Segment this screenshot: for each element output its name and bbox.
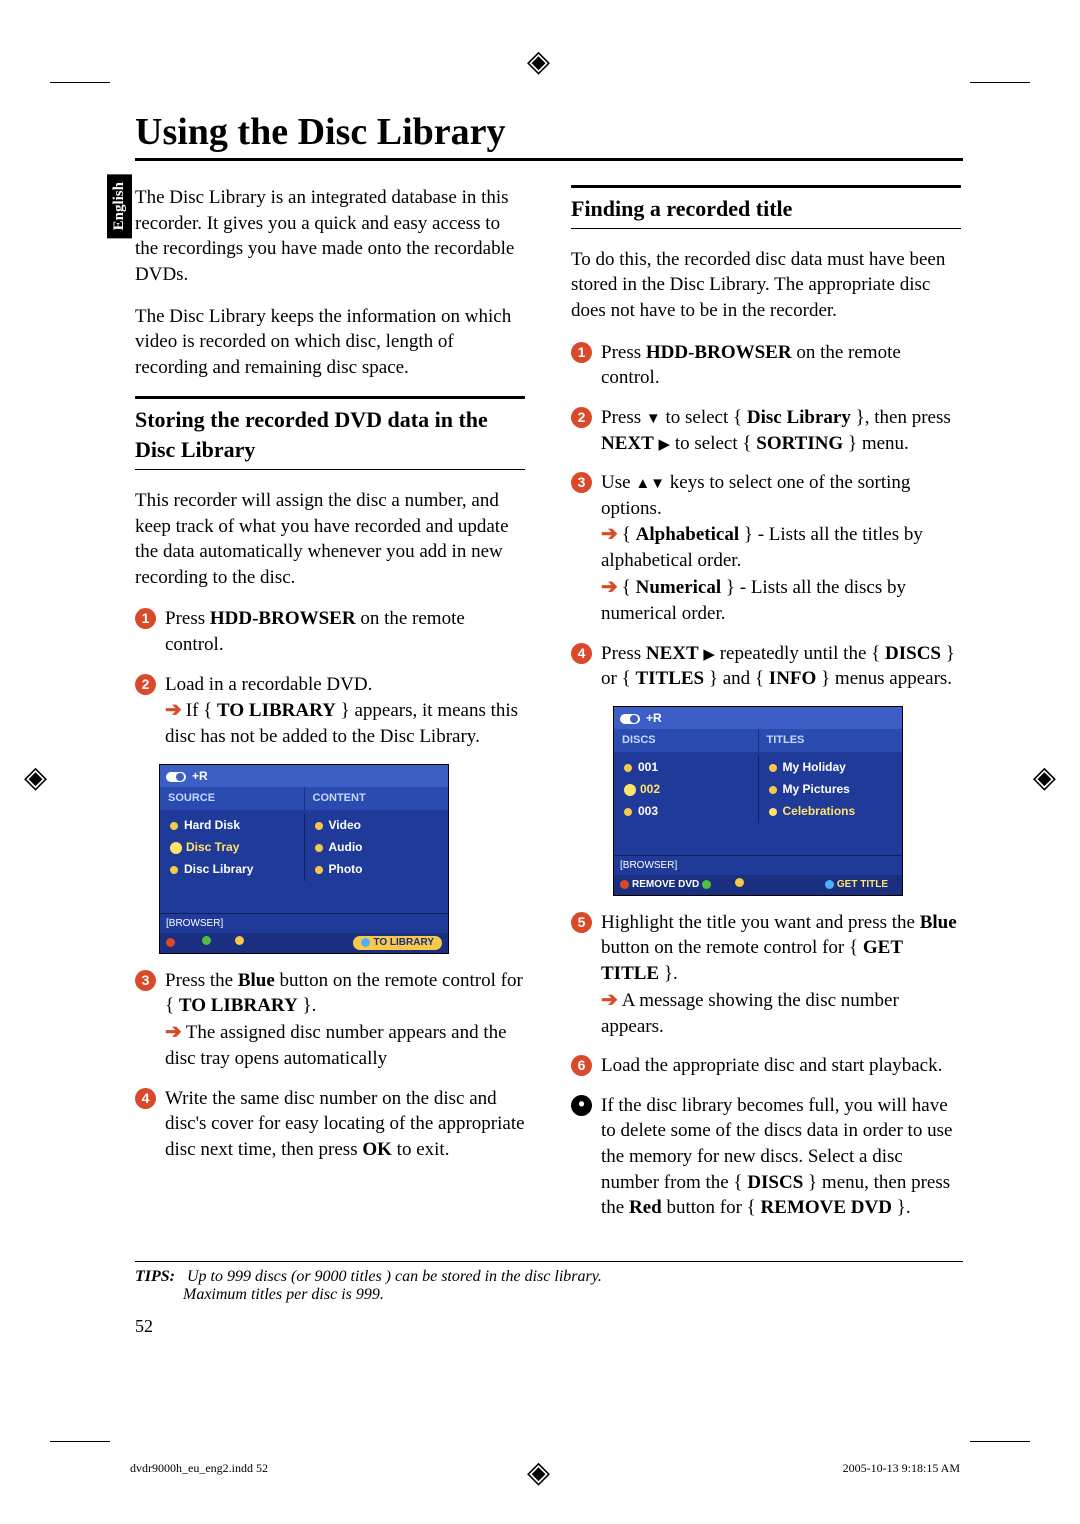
intro-para: The Disc Library keeps the information o… <box>135 304 525 381</box>
register-mark-icon: ◈ <box>527 44 550 79</box>
list-item: Disc Tray <box>160 836 304 858</box>
disc-icon <box>166 772 186 782</box>
footer-label: [BROWSER] <box>160 913 448 934</box>
list-item: My Pictures <box>759 778 903 800</box>
section-heading: Storing the recorded DVD data in the Dis… <box>135 396 525 469</box>
step-number-icon: 2 <box>135 674 156 695</box>
register-mark-icon: ◈ <box>24 760 47 795</box>
step-5: 5 Highlight the title you want and press… <box>571 910 961 1040</box>
body-para: This recorder will assign the disc a num… <box>135 488 525 591</box>
body-para: To do this, the recorded disc data must … <box>571 247 961 324</box>
footer-label: [BROWSER] <box>614 855 902 876</box>
crop-line <box>970 1441 1030 1442</box>
step-number-icon: 2 <box>571 407 592 428</box>
get-title-button: GET TITLE <box>817 878 896 892</box>
list-item: 003 <box>614 800 758 822</box>
step-2: 2 Press ▼ to select { Disc Library }, th… <box>571 405 961 456</box>
step-6: 6 Load the appropriate disc and start pl… <box>571 1053 961 1079</box>
step-2: 2 Load in a recordable DVD. If { TO LIBR… <box>135 672 525 750</box>
result-arrow: The assigned disc number appears and the… <box>165 1019 525 1072</box>
list-item: 001 <box>614 756 758 778</box>
result-arrow: If { TO LIBRARY } appears, it means this… <box>165 697 525 750</box>
intro-para: The Disc Library is an integrated databa… <box>135 185 525 288</box>
bullet-icon: • <box>571 1095 592 1116</box>
step-3: 3 Press the Blue button on the remote co… <box>135 968 525 1072</box>
print-file: dvdr9000h_eu_eng2.indd 52 <box>130 1461 268 1476</box>
step-number-icon: 1 <box>571 342 592 363</box>
step-number-icon: 1 <box>135 608 156 629</box>
step-4: 4 Press NEXT ▶ repeatedly until the { DI… <box>571 641 961 692</box>
col-header: TITLES <box>759 729 903 752</box>
col-header: CONTENT <box>305 787 449 810</box>
col-header: DISCS <box>614 729 759 752</box>
register-mark-icon: ◈ <box>1033 760 1056 795</box>
remove-dvd-button: REMOVE DVD <box>620 878 711 892</box>
page-number: 52 <box>135 1316 1005 1337</box>
column-right: Finding a recorded title To do this, the… <box>571 185 961 1235</box>
result-arrow: { Numerical } - Lists all the discs by n… <box>601 574 961 627</box>
step-number-icon: 3 <box>571 472 592 493</box>
disc-icon <box>620 714 640 724</box>
step-1: 1 Press HDD-BROWSER on the remote contro… <box>135 606 525 657</box>
step-number-icon: 3 <box>135 970 156 991</box>
ui-screenshot-discs: +R DISCS TITLES 001 002 003 My Holiday M… <box>613 706 903 896</box>
step-4: 4 Write the same disc number on the disc… <box>135 1086 525 1163</box>
section-heading: Finding a recorded title <box>571 185 961 229</box>
column-left: The Disc Library is an integrated databa… <box>135 185 525 1235</box>
col-header: SOURCE <box>160 787 305 810</box>
list-item: Video <box>305 814 449 836</box>
step-number-icon: 4 <box>571 643 592 664</box>
list-item: Celebrations <box>759 800 903 822</box>
to-library-button: TO LIBRARY <box>353 936 442 950</box>
step-1: 1 Press HDD-BROWSER on the remote contro… <box>571 340 961 391</box>
step-3: 3 Use ▲▼ keys to select one of the sorti… <box>571 470 961 627</box>
page-title: Using the Disc Library <box>135 110 963 161</box>
list-item: Audio <box>305 836 449 858</box>
print-footer: dvdr9000h_eu_eng2.indd 52 2005-10-13 9:1… <box>130 1461 960 1476</box>
list-item: Photo <box>305 858 449 880</box>
crop-line <box>50 82 110 83</box>
tips-box: TIPS: Up to 999 discs (or 9000 titles ) … <box>135 1261 963 1304</box>
ui-screenshot-source: +R SOURCE CONTENT Hard Disk Disc Tray Di… <box>159 764 449 954</box>
list-item: My Holiday <box>759 756 903 778</box>
crop-line <box>50 1441 110 1442</box>
step-number-icon: 4 <box>135 1088 156 1109</box>
result-arrow: A message showing the disc number appear… <box>601 987 961 1040</box>
list-item: Hard Disk <box>160 814 304 836</box>
result-arrow: { Alphabetical } - Lists all the titles … <box>601 521 961 574</box>
step-number-icon: 5 <box>571 912 592 933</box>
note-bullet: • If the disc library becomes full, you … <box>571 1093 961 1221</box>
list-item: Disc Library <box>160 858 304 880</box>
crop-line <box>970 82 1030 83</box>
print-date: 2005-10-13 9:18:15 AM <box>843 1461 960 1476</box>
list-item: 002 <box>614 778 758 800</box>
step-number-icon: 6 <box>571 1055 592 1076</box>
language-tab: English <box>107 174 132 238</box>
